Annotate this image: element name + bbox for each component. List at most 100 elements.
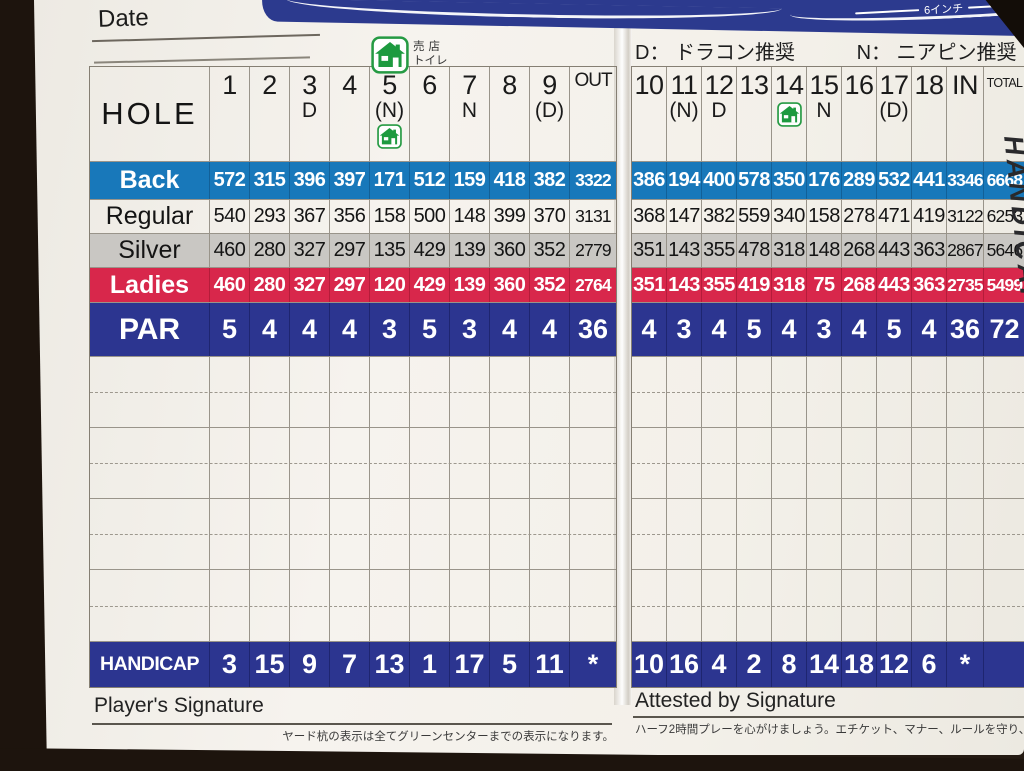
yardage-cell: 5 [737, 303, 772, 356]
yardage-value: 352 [533, 239, 566, 261]
hole-header-row: HOLE 1 2 3 D 4 5 (N) 6 7 N 8 9 (D) OUT [90, 67, 616, 162]
hole-number: TOTAL [986, 76, 1023, 90]
yardage-cell: 2735 [947, 268, 984, 302]
yardage-value: 400 [703, 169, 735, 191]
yardage-value: 429 [413, 273, 446, 296]
handicap-cell: 2 [737, 642, 772, 687]
recommendation-legend: D： ドラコン推奨 N： ニアピン推奨 [635, 36, 1024, 65]
yardage-cell: 318 [772, 268, 807, 302]
score-cell [702, 428, 737, 498]
yardage-value: 471 [878, 205, 910, 227]
yardage-value: 540 [213, 205, 246, 227]
hole-number: IN [952, 70, 979, 100]
score-cell [330, 428, 370, 498]
yardage-cell: 171 [370, 162, 410, 199]
yardage-cell: 429 [410, 234, 450, 267]
dracon-legend: D： ドラコン推奨 [635, 42, 795, 64]
score-entry-row [90, 357, 616, 428]
score-cell [877, 357, 912, 427]
yardage-cell: 327 [290, 234, 330, 267]
yardage-value: 368 [633, 205, 665, 227]
yardage-cell: 3 [370, 303, 410, 356]
hole-header: 8 [490, 67, 530, 161]
yardage-value: 4 [261, 314, 278, 344]
yardage-value: 36 [577, 314, 609, 344]
yardage-value: 278 [843, 205, 875, 227]
yardage-cell: 363 [912, 234, 947, 267]
hole-number: 10 [634, 70, 664, 100]
handicap-cell: 4 [702, 642, 737, 687]
yardage-cell: 268 [842, 234, 877, 267]
yardage-cell: 6668 [984, 162, 1024, 199]
handicap-cell: 8 [772, 642, 807, 687]
yardage-cell: 75 [807, 268, 842, 302]
yardage-value: 5 [221, 314, 238, 344]
hole-sublabel: D [301, 99, 318, 123]
hole-number: 1 [222, 70, 237, 100]
yardage-cell: 471 [877, 200, 912, 233]
shop-toilet-text: 売店 トイレ [413, 41, 448, 69]
yardage-value: 268 [843, 239, 875, 261]
players-signature-line [92, 723, 612, 725]
handicap-cell: 10 [632, 642, 667, 687]
yardage-cell: 397 [330, 162, 370, 199]
hole-header: 14 [772, 67, 807, 161]
yardage-cell: 2867 [947, 234, 984, 267]
hole-header: 12 D [702, 67, 737, 161]
yardage-cell: 396 [290, 162, 330, 199]
yardage-cell: 5 [877, 303, 912, 356]
score-cell [250, 570, 290, 641]
yardage-value: 500 [413, 205, 446, 227]
score-cell [450, 357, 490, 427]
score-cell [947, 357, 984, 427]
score-cell [210, 357, 250, 427]
player-name-cell [90, 357, 210, 427]
score-cell [290, 357, 330, 427]
score-cell [490, 428, 530, 498]
score-cell [490, 570, 530, 641]
ladies-row: Ladies 460 280 327 297 120 429 139 360 352 2764 [90, 268, 616, 303]
handicap-row: 10 16 4 2 8 14 18 12 6 * [632, 642, 1024, 687]
back-nine-table: 10 11 (N) 12 D 13 14 15 N 16 17 (D) 18 IN TOTAL 386 194… [631, 66, 1024, 688]
yardage-cell: 5 [210, 303, 250, 356]
score-cell [290, 570, 330, 641]
hole-header: 16 [842, 67, 877, 161]
back-row: Back 572 315 396 397 171 512 159 418 382 3322 [90, 162, 616, 200]
hole-header: 11 (N) [667, 67, 702, 161]
score-cell [632, 499, 667, 569]
shop-toilet-icon [776, 100, 802, 132]
score-cell [984, 570, 1024, 641]
score-cell [410, 570, 450, 641]
yardage-value: 289 [843, 169, 875, 191]
yardage-value: 2779 [575, 240, 612, 260]
yardage-value: 478 [738, 239, 770, 261]
score-cell [877, 428, 912, 498]
yardage-cell: 360 [490, 268, 530, 302]
handicap-value: 12 [878, 649, 910, 679]
yardage-cell: 386 [632, 162, 667, 199]
score-cell [410, 499, 450, 569]
handicap-cell: 5 [490, 642, 530, 687]
hole-number: 2 [262, 70, 277, 100]
yardage-cell: 4 [290, 303, 330, 356]
score-cell [667, 357, 702, 427]
yardage-value: 3131 [575, 206, 612, 226]
yardage-cell: 3 [450, 303, 490, 356]
handicap-value: 2 [746, 649, 762, 679]
yardage-value: 6253 [986, 206, 1024, 226]
yardage-value: 382 [703, 205, 735, 227]
yardage-value: 148 [808, 239, 840, 261]
yardage-value: 143 [668, 273, 700, 296]
yardage-value: 460 [213, 273, 246, 296]
hole-number: 4 [342, 70, 357, 100]
score-cell [370, 499, 410, 569]
yardage-cell: 4 [772, 303, 807, 356]
handicap-value: * [587, 649, 599, 679]
yardage-value: 3346 [947, 170, 983, 190]
yardage-cell: 4 [842, 303, 877, 356]
yardage-value: 512 [413, 169, 446, 191]
yardage-cell: 4 [632, 303, 667, 356]
yardage-value: 419 [913, 205, 945, 227]
handicap-value: 4 [711, 649, 727, 679]
